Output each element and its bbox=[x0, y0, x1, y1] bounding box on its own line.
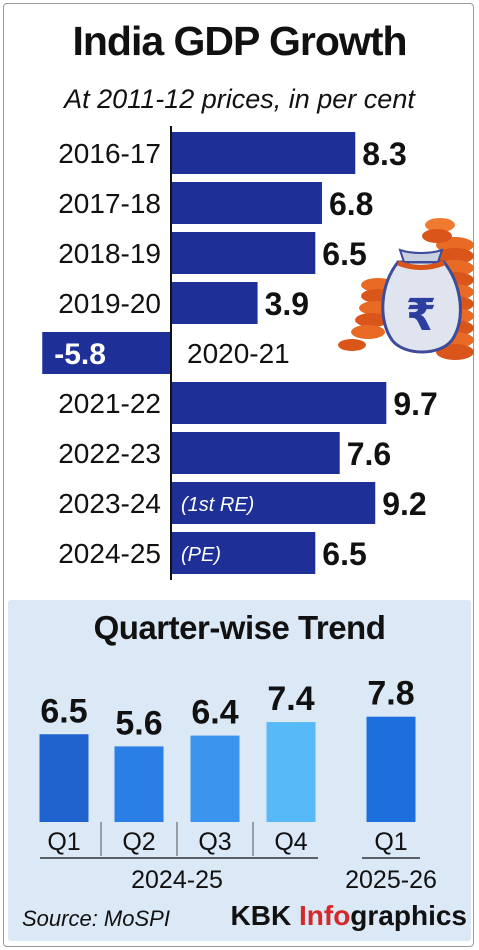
rupee-money-bag-icon: ₹ bbox=[338, 218, 474, 360]
brand-suffix: graphics bbox=[350, 900, 467, 931]
svg-text:₹: ₹ bbox=[406, 290, 437, 341]
annual-gdp-chart: 2016-17 8.3 2017-18 6.8 2018-19 6.5 2019-20 3.9… bbox=[42, 126, 438, 580]
value-label: 6.5 bbox=[322, 236, 366, 272]
brand-accent: Info bbox=[298, 900, 351, 931]
quarter-label: Q2 bbox=[122, 828, 155, 856]
quarter-label: Q1 bbox=[47, 828, 80, 856]
money-bag-icon: ₹ bbox=[381, 248, 462, 354]
year-label: 2022-23 bbox=[58, 438, 161, 469]
gdp-bar bbox=[171, 382, 387, 424]
chart-subtitle: At 2011-12 prices, in per cent bbox=[64, 84, 415, 114]
quarter-bar bbox=[266, 722, 316, 822]
value-label: 7.6 bbox=[347, 436, 391, 472]
value-label: 6.5 bbox=[322, 536, 366, 572]
bar-note: (PE) bbox=[181, 544, 221, 566]
quarter-value-label: 7.4 bbox=[267, 680, 314, 718]
brand-prefix: KBK bbox=[230, 900, 299, 931]
gdp-bar bbox=[171, 282, 258, 324]
value-label: 9.2 bbox=[382, 486, 426, 522]
gdp-bar bbox=[171, 482, 376, 524]
fiscal-year-label: 2024-25 bbox=[131, 866, 223, 894]
brand-logo: KBK Infographics bbox=[231, 900, 467, 932]
quarter-label: Q1 bbox=[374, 828, 407, 856]
gdp-bar bbox=[171, 432, 340, 474]
gdp-bar bbox=[42, 332, 171, 374]
quarter-value-label: 7.8 bbox=[367, 675, 414, 713]
gdp-bar bbox=[171, 182, 322, 224]
gdp-bar bbox=[171, 532, 316, 574]
year-label: 2020-21 bbox=[187, 338, 290, 369]
year-label: 2017-18 bbox=[58, 188, 161, 219]
year-label: 2023-24 bbox=[58, 488, 161, 519]
value-label: 9.7 bbox=[393, 386, 437, 422]
year-label: 2018-19 bbox=[58, 238, 161, 269]
quarter-value-label: 5.6 bbox=[115, 704, 162, 742]
quarter-panel-title: Quarter-wise Trend bbox=[93, 609, 386, 646]
year-label: 2016-17 bbox=[58, 138, 161, 169]
year-label: 2021-22 bbox=[58, 388, 161, 419]
gdp-bar bbox=[171, 132, 356, 174]
quarter-value-label: 6.5 bbox=[40, 692, 87, 730]
source-note: Source: MoSPI bbox=[22, 906, 170, 931]
year-label: 2024-25 bbox=[58, 538, 161, 569]
value-label: 6.8 bbox=[329, 186, 373, 222]
quarter-label: Q3 bbox=[198, 828, 231, 856]
quarter-bar bbox=[366, 716, 416, 822]
infographic-frame bbox=[3, 3, 474, 947]
chart-title: India GDP Growth bbox=[72, 18, 407, 64]
quarter-bar bbox=[190, 735, 240, 822]
fiscal-year-label: 2025-26 bbox=[345, 866, 437, 894]
value-label: 8.3 bbox=[362, 136, 406, 172]
quarter-bar bbox=[39, 734, 89, 822]
value-label: -5.8 bbox=[54, 338, 106, 371]
quarter-value-label: 6.4 bbox=[191, 694, 238, 732]
gdp-bar bbox=[171, 232, 316, 274]
bar-note: (1st RE) bbox=[181, 494, 254, 516]
quarter-label: Q4 bbox=[274, 828, 307, 856]
year-label: 2019-20 bbox=[58, 288, 161, 319]
quarter-bar bbox=[114, 746, 164, 822]
value-label: 3.9 bbox=[265, 286, 309, 322]
